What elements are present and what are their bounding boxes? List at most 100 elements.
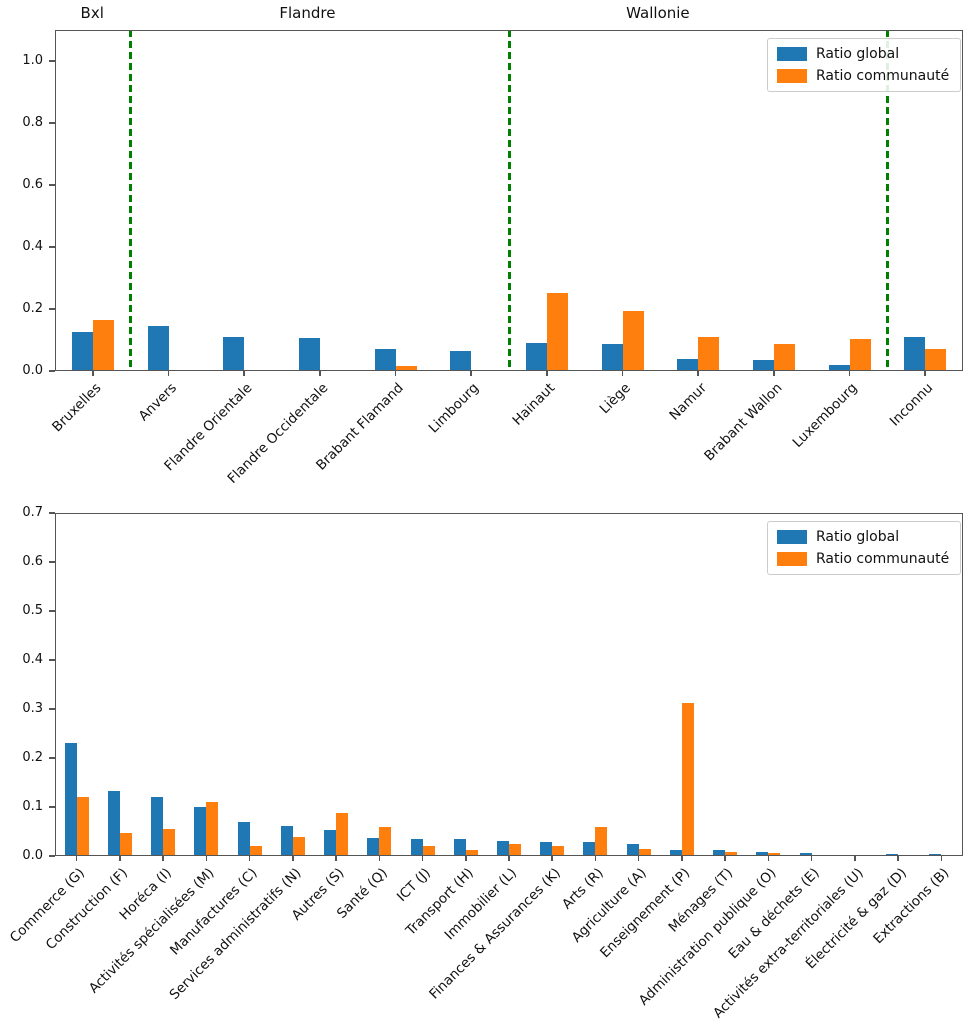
x-tick-label: Services administratifs (N) <box>166 865 305 1004</box>
bar-ratio-global <box>453 839 466 856</box>
x-tick-mark <box>378 856 381 861</box>
bar-ratio-global <box>677 359 699 371</box>
x-tick-label: Arts (R) <box>559 865 607 913</box>
legend: Ratio global Ratio communauté <box>767 38 962 92</box>
bar-ratio-communaute <box>249 846 262 856</box>
y-tick-label: 0.6 <box>22 177 43 192</box>
region-label: Wallonie <box>626 4 690 22</box>
bar-ratio-global <box>669 850 682 856</box>
bar-ratio-communaute <box>92 319 114 371</box>
y-tick-mark <box>49 561 55 563</box>
y-tick-mark <box>49 610 55 612</box>
x-tick-mark <box>681 856 683 861</box>
bar-ratio-communaute <box>119 833 132 856</box>
x-tick-label: Extractions (B) <box>870 865 953 948</box>
bar-ratio-global <box>280 825 293 856</box>
x-tick-label: Inconnu <box>887 380 937 430</box>
legend: Ratio global Ratio communauté <box>767 521 962 575</box>
bar-ratio-global <box>71 331 93 371</box>
x-tick-label: Limbourg <box>426 380 483 437</box>
x-tick-mark <box>697 371 699 376</box>
x-tick-label: Bruxelles <box>48 380 105 436</box>
region-separator-line <box>507 30 511 371</box>
bar-ratio-communaute <box>379 826 392 856</box>
legend-label: Ratio global <box>816 529 900 545</box>
region-label: Bxl <box>80 4 104 22</box>
bar-ratio-global <box>450 350 472 371</box>
bar-ratio-global <box>583 842 596 856</box>
x-tick-mark <box>119 856 121 861</box>
x-tick-mark <box>897 856 899 861</box>
x-tick-mark <box>292 856 294 861</box>
bar-ratio-global <box>147 326 169 371</box>
x-tick-label: Agriculture (A) <box>569 865 651 946</box>
x-tick-label: Brabant Wallon <box>700 380 786 465</box>
bar-ratio-global <box>64 743 77 856</box>
y-tick-label: 0.8 <box>22 115 43 130</box>
x-tick-mark <box>205 856 208 861</box>
bar-ratio-communaute <box>595 826 608 856</box>
bar-ratio-global <box>752 359 774 371</box>
x-tick-label: Ménages (T) <box>665 865 737 936</box>
legend-item: Ratio communauté <box>777 551 949 567</box>
bar-ratio-communaute <box>638 848 651 856</box>
legend-item: Ratio global <box>777 529 949 545</box>
bar-ratio-communaute <box>76 797 89 856</box>
legend-label: Ratio global <box>816 46 900 62</box>
x-tick-label: Brabant Flamand <box>313 380 407 474</box>
x-tick-mark <box>551 856 553 861</box>
bar-ratio-global <box>904 336 926 371</box>
bar-ratio-global <box>367 838 380 856</box>
x-tick-mark <box>75 856 78 861</box>
bar-ratio-communaute <box>941 855 954 856</box>
x-tick-mark <box>637 856 640 861</box>
x-tick-label: Finances & Assurances (K) <box>426 865 564 1003</box>
y-tick-label: 0.6 <box>22 554 43 569</box>
y-tick-label: 0.4 <box>22 652 43 667</box>
x-tick-mark <box>940 856 943 861</box>
bar-ratio-global <box>525 342 547 371</box>
x-tick-mark <box>162 856 164 861</box>
y-tick-label: 0.4 <box>22 239 43 254</box>
bar-ratio-communaute <box>725 852 738 856</box>
bar-ratio-global <box>298 338 320 371</box>
legend-label: Ratio communauté <box>816 68 950 84</box>
y-tick-mark <box>49 246 55 248</box>
x-tick-label: Électricité & gaz (D) <box>802 865 910 973</box>
region-label: Flandre <box>279 4 336 22</box>
bar-ratio-communaute <box>552 846 565 856</box>
y-tick-label: 0.5 <box>22 603 43 618</box>
bar-ratio-communaute <box>622 310 644 371</box>
bar-ratio-communaute <box>811 855 824 856</box>
x-tick-mark <box>594 856 597 861</box>
legend-item: Ratio communauté <box>777 68 949 84</box>
bar-ratio-communaute <box>422 845 435 856</box>
bar-ratio-communaute <box>698 336 720 371</box>
y-tick-mark <box>49 806 55 808</box>
x-tick-mark <box>470 371 472 376</box>
x-tick-mark <box>248 856 251 861</box>
bar-ratio-global <box>886 854 899 856</box>
x-tick-label: Luxembourg <box>790 380 861 451</box>
bar-ratio-global <box>194 807 207 856</box>
legend-swatch <box>777 47 807 61</box>
x-tick-label: Commerce (G) <box>6 865 88 947</box>
x-tick-label: Anvers <box>135 380 180 425</box>
y-tick-mark <box>49 708 55 710</box>
x-tick-label: Flandre Orientale <box>161 380 256 475</box>
x-tick-mark <box>319 371 321 376</box>
bar-ratio-communaute <box>163 829 176 856</box>
region-separator-line <box>129 30 133 371</box>
x-tick-mark <box>621 371 624 376</box>
y-tick-mark <box>49 757 55 759</box>
plot-frame <box>55 513 963 856</box>
x-tick-mark <box>724 856 726 861</box>
bar-ratio-global <box>223 336 245 371</box>
bar-ratio-global <box>540 842 553 856</box>
bar-ratio-global <box>324 830 337 856</box>
bar-ratio-global <box>713 850 726 856</box>
region-separator-line <box>885 30 889 371</box>
y-tick-mark <box>49 60 55 62</box>
